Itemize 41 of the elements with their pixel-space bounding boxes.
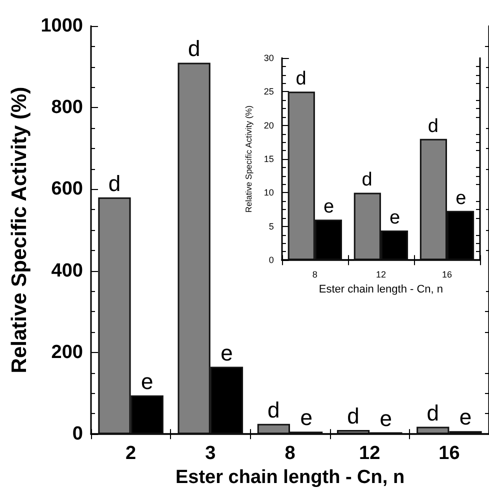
y-tick-label: 30 xyxy=(264,53,274,63)
y-axis-title: Relative Specific Activity (%) xyxy=(244,105,254,213)
annotation: d xyxy=(268,397,280,422)
x-tick-label: 8 xyxy=(312,270,318,280)
y-tick-label: 15 xyxy=(264,154,274,164)
y-tick-label: 0 xyxy=(72,424,83,445)
x-tick-label: 8 xyxy=(284,443,296,464)
y-tick-label: 200 xyxy=(51,342,83,363)
annotation: e xyxy=(380,406,392,431)
x-tick-label: 12 xyxy=(359,443,380,464)
y-tick-label: 10 xyxy=(264,188,274,198)
y-tick-label: 5 xyxy=(268,221,274,232)
y-axis-title: Relative Specific Activity (%) xyxy=(8,86,31,374)
annotation: e xyxy=(324,196,334,218)
annotation: d xyxy=(108,170,121,196)
annotation: d xyxy=(296,68,306,90)
x-tick-label: 16 xyxy=(438,443,460,464)
y-tick-label: 400 xyxy=(51,260,83,282)
x-tick-label: 2 xyxy=(126,443,136,464)
annotation: e xyxy=(220,340,233,366)
annotation: e xyxy=(140,368,154,394)
annotation: d xyxy=(426,400,440,426)
x-tick-label: 3 xyxy=(205,443,216,464)
x-tick-label: 16 xyxy=(442,270,452,280)
annotation: d xyxy=(428,116,438,137)
annotation: e xyxy=(456,188,466,209)
annotation: d xyxy=(362,170,372,191)
annotation: d xyxy=(347,404,360,429)
y-tick-label: 25 xyxy=(264,86,274,97)
annotation: e xyxy=(390,207,400,228)
y-tick-label: 600 xyxy=(51,178,83,200)
annotation: d xyxy=(188,36,200,62)
annotation: e xyxy=(300,405,312,430)
annotation: e xyxy=(459,404,472,430)
y-tick-label: 800 xyxy=(51,97,83,118)
y-tick-label: 20 xyxy=(264,120,274,130)
x-axis-title: Ester chain length - Cn, n xyxy=(175,467,405,488)
y-tick-label: 0 xyxy=(268,255,274,266)
x-axis-title: Ester chain length - Cn, n xyxy=(318,284,444,296)
y-tick-label: 1000 xyxy=(40,16,83,36)
x-tick-label: 12 xyxy=(376,270,386,280)
